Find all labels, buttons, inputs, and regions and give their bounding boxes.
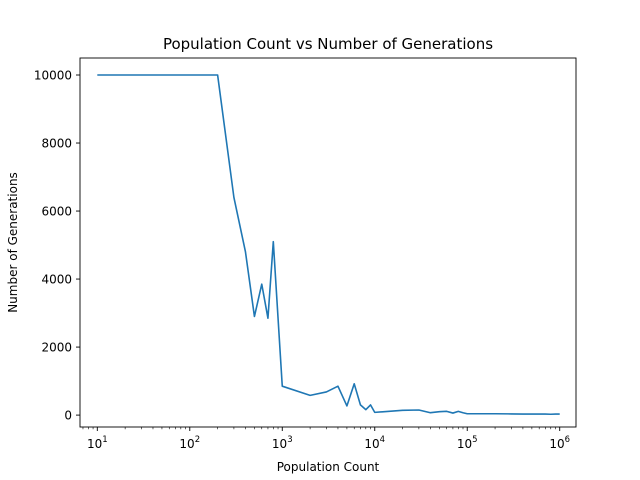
plot-frame (79, 57, 577, 428)
x-tick-label: 105 (457, 435, 478, 451)
y-tick-label: 2000 (41, 340, 72, 354)
series-line (97, 74, 560, 416)
x-axis-label: Population Count (277, 460, 380, 474)
series-layer (97, 74, 560, 416)
x-tick-label: 106 (549, 435, 570, 451)
plot-area (80, 58, 576, 427)
x-tick-label: 101 (87, 435, 108, 451)
x-tick-label: 104 (364, 435, 385, 451)
chart-title: Population Count vs Number of Generation… (163, 35, 493, 53)
x-tick-label: 103 (272, 435, 293, 451)
y-tick-label: 0 (64, 408, 72, 422)
y-tick-label: 10000 (34, 68, 72, 82)
axis-ticks: 101 102 103 104 105 106 0 2000 4000 6000 8000 10000 (34, 68, 570, 451)
x-tick-label: 102 (179, 435, 200, 451)
y-tick-label: 4000 (41, 272, 72, 286)
y-axis-label: Number of Generations (6, 172, 20, 313)
y-tick-label: 8000 (41, 136, 72, 150)
y-tick-label: 6000 (41, 204, 72, 218)
